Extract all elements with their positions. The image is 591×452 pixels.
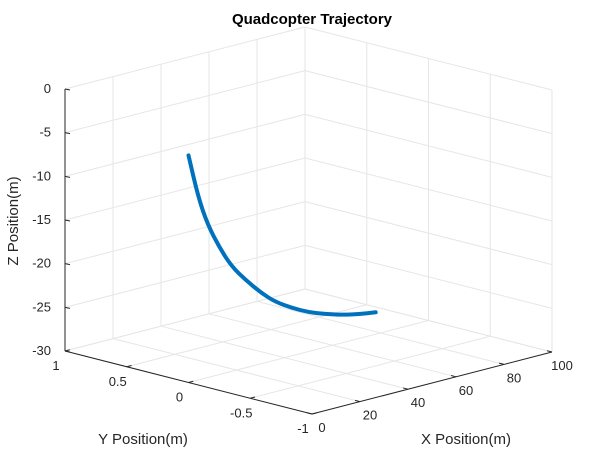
y-axis-label: Y Position(m) [98,431,188,448]
wall-gridline-z [304,288,553,353]
series-layer [186,153,378,317]
wall-gridline-z [304,26,553,91]
floor-gridline-y [188,320,429,383]
x-axis-line [311,351,553,415]
wall-gridline-z [64,70,306,134]
x-tick-mark [402,387,409,390]
wall-gridline-z [64,201,306,265]
x-tick-label: 20 [363,408,377,423]
z-tick-label: -30 [32,343,51,358]
y-tick-label: -1 [297,421,309,436]
axes [64,88,553,415]
wall-gridline-z [304,157,553,222]
x-tick-mark [498,362,505,365]
z-tick-mark [64,350,71,353]
z-tick-mark [64,219,71,222]
z-tick-label: 0 [44,81,51,96]
x-tick-label: 0 [318,420,325,435]
z-tick-mark [64,263,71,266]
y-tick-mark [250,396,256,399]
x-tick-label: 80 [507,370,521,385]
trajectory-line [186,153,378,317]
wall-gridline-z [64,288,306,352]
wall-gridline-z [64,157,306,221]
wall-gridline-z [304,244,553,309]
grid-lines [64,26,553,415]
z-tick-label: -15 [32,212,51,227]
x-tick-mark [546,350,553,353]
z-tick-mark [64,132,71,135]
wall-gridline-z [304,201,553,266]
x-tick-mark [450,375,457,378]
wall-gridline-z [304,70,553,135]
y-tick-label: -0.5 [230,405,252,420]
z-tick-mark [64,88,71,91]
y-tick-label: 0.5 [109,374,127,389]
y-tick-mark [126,365,132,368]
x-tick-label: 60 [459,383,473,398]
x-tick-mark [354,399,361,403]
floor-gridline-y [250,335,491,399]
wall-gridline-z [304,113,553,178]
z-tick-label: -20 [32,256,51,271]
x-tick-label: 40 [411,395,425,410]
wall-gridline-z [64,244,306,308]
z-tick-label: -25 [32,299,51,314]
tick-labels: 02040608010010.50-0.5-10-5-10-15-20-25-3… [32,81,573,436]
wall-gridline-z [64,113,306,177]
y-tick-label: 1 [52,358,59,373]
y-tick-mark [188,380,194,383]
z-axis-label: Z Position(m) [5,176,22,265]
z-tick-mark [64,306,71,309]
z-tick-mark [64,175,71,178]
x-tick-label: 100 [551,358,573,373]
z-tick-label: -10 [32,168,51,183]
y-tick-mark [311,412,317,415]
z-tick-label: -5 [39,125,51,140]
x-tick-mark [306,412,313,415]
x-axis-label: X Position(m) [421,431,511,448]
y-tick-label: 0 [176,390,183,405]
wall-gridline-z [64,26,306,90]
chart-title: Quadcopter Trajectory [232,11,393,28]
